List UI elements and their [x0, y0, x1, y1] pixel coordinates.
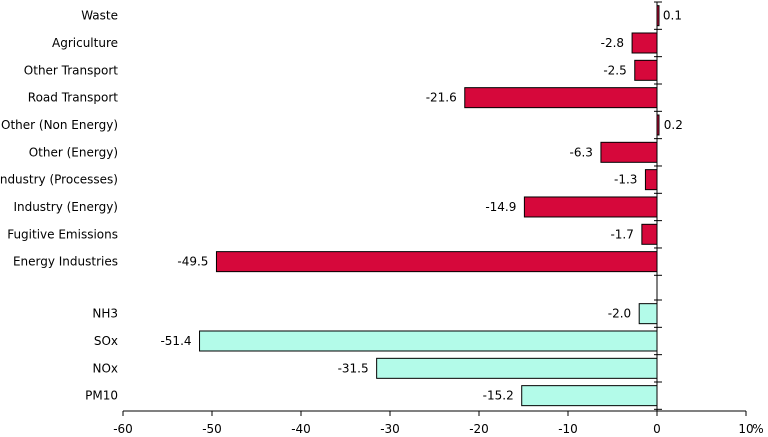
category-label: NOx: [92, 361, 118, 375]
category-label: Other Transport: [24, 63, 118, 77]
category-label: Waste: [81, 9, 118, 23]
data-label: -6.3: [570, 145, 593, 159]
bar-other-transport: [634, 59, 658, 81]
bar-agriculture: [631, 32, 658, 54]
bar-nh3: [638, 303, 658, 325]
category-label: PM10: [85, 389, 118, 403]
category-label: Industry (Processes): [0, 173, 118, 187]
data-label: 0.2: [664, 118, 683, 132]
category-label: Agriculture: [52, 36, 118, 50]
category-label: Fugitive Emissions: [7, 227, 118, 241]
bar-energy-industries: [215, 251, 658, 273]
x-tick-label: -60: [113, 422, 133, 436]
x-tick-label: 0: [653, 422, 661, 436]
bars-layer: [199, 5, 660, 407]
data-label: -51.4: [160, 334, 191, 348]
data-label: -21.6: [426, 91, 457, 105]
x-tick-label: -10: [558, 422, 578, 436]
bar-other-energy: [600, 141, 658, 163]
data-label: -1.3: [614, 173, 637, 187]
x-axis-unit: %: [752, 422, 763, 436]
data-label: -2.8: [601, 36, 624, 50]
data-label: -49.5: [177, 255, 208, 269]
data-label: 0.1: [663, 9, 682, 23]
bar-road-transport: [464, 87, 658, 109]
bar-fugitive-emissions: [641, 223, 658, 245]
bar-sox: [199, 330, 658, 352]
x-tick-label: -40: [291, 422, 311, 436]
data-label: -2.5: [603, 63, 626, 77]
bar-nox: [376, 357, 658, 379]
x-tick-label: -30: [380, 422, 400, 436]
category-label: Energy Industries: [13, 255, 118, 269]
x-tick-label: -20: [469, 422, 489, 436]
data-label: -15.2: [483, 389, 514, 403]
data-label: -1.7: [610, 227, 633, 241]
bar-industry-energy: [523, 196, 658, 218]
axes-layer: [122, 1, 747, 416]
category-label: Other (Energy): [29, 145, 118, 159]
x-tick-label: 10: [738, 422, 753, 436]
category-label: NH3: [92, 307, 118, 321]
data-label: -31.5: [338, 361, 369, 375]
labels-layer: Waste 0.1 Agriculture -2.8 Other Transport -2…: [0, 9, 764, 436]
category-label: Industry (Energy): [13, 200, 118, 214]
bar-pm10: [521, 385, 658, 407]
category-label: Road Transport: [28, 91, 119, 105]
category-label: SOx: [94, 334, 118, 348]
bar-industry-processes: [644, 169, 658, 191]
category-label: Other (Non Energy): [1, 118, 118, 132]
data-label: -2.0: [608, 307, 631, 321]
data-label: -14.9: [485, 200, 516, 214]
x-tick-label: -50: [202, 422, 222, 436]
